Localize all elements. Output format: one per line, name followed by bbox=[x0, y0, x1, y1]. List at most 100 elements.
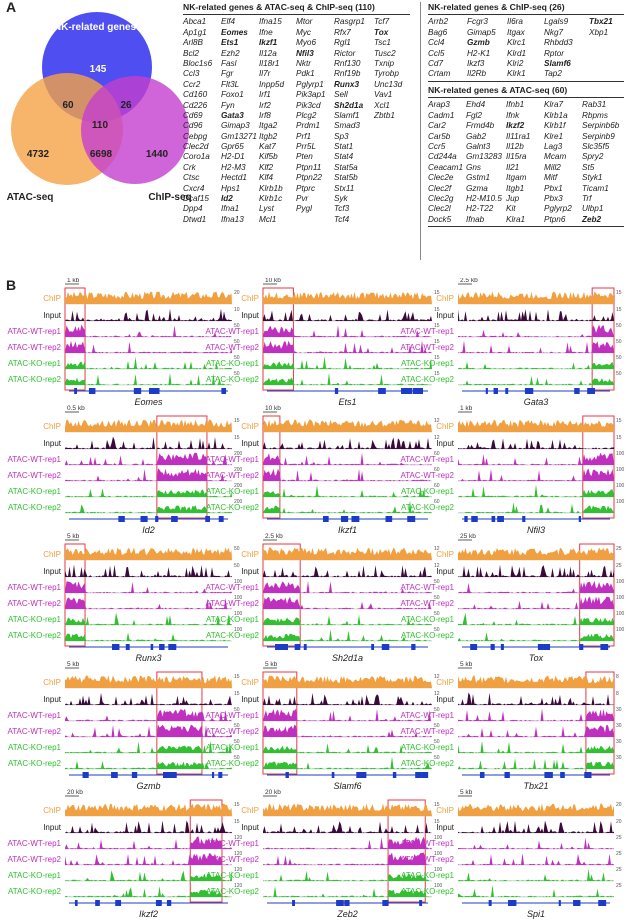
gene-exon bbox=[331, 772, 335, 778]
signal-track bbox=[65, 740, 232, 753]
gene-name: Sp3 bbox=[334, 131, 349, 141]
track-label: Input bbox=[43, 311, 62, 320]
track-max: 20 bbox=[616, 819, 622, 825]
gene-name: Tcf7 bbox=[374, 17, 390, 27]
gene-exon bbox=[281, 644, 288, 650]
genome-browser-tracks: 1 kbChIP20Input10ATAC-WT-rep150ATAC-WT-r… bbox=[8, 278, 625, 919]
track-max: 12 bbox=[434, 546, 440, 552]
gene-exon bbox=[415, 772, 422, 778]
track-label: ATAC-KO-rep1 bbox=[401, 615, 455, 624]
gene-name: Tyrobp bbox=[374, 69, 399, 79]
signal-track bbox=[65, 308, 232, 321]
signal-track bbox=[263, 886, 432, 897]
gene-exon bbox=[155, 900, 162, 906]
gene-name: Tap2 bbox=[544, 69, 562, 79]
gene-name: Rasgrp1 bbox=[334, 17, 365, 27]
gene-exon bbox=[340, 516, 347, 522]
gene-name: Arl8B bbox=[183, 38, 204, 48]
gene-name: Car2 bbox=[428, 121, 446, 131]
gene-name: Ccr5 bbox=[428, 141, 446, 151]
gene-name: Zbtb1 bbox=[374, 110, 395, 120]
track-label: ATAC-WT-rep1 bbox=[401, 583, 455, 592]
signal-track bbox=[263, 708, 432, 721]
gene-name: Tbx21 bbox=[589, 17, 613, 27]
track-max: 8 bbox=[616, 674, 619, 680]
track-max: 60 bbox=[434, 499, 440, 505]
gene-name: Cd69 bbox=[183, 110, 203, 120]
signal-track bbox=[458, 309, 614, 321]
track-label: ATAC-KO-rep1 bbox=[206, 615, 260, 624]
gene-name: Rnf130 bbox=[334, 58, 361, 68]
track-max: 100 bbox=[616, 483, 625, 489]
signal-track bbox=[263, 419, 432, 432]
gene-exon bbox=[148, 388, 157, 394]
scale-label: 1 kb bbox=[67, 278, 80, 284]
track-max: 15 bbox=[434, 355, 440, 361]
gene-name: Il12a bbox=[259, 48, 277, 58]
locus-slamf6: 5 kbChIP12Input12ATAC-WT-rep150ATAC-WT-r… bbox=[206, 661, 440, 791]
signal-track bbox=[458, 452, 614, 465]
signal-track bbox=[263, 836, 432, 849]
track-label: ATAC-KO-rep2 bbox=[401, 887, 455, 896]
track-label: Input bbox=[241, 439, 260, 448]
gene-exon bbox=[574, 388, 580, 394]
signal-track bbox=[263, 547, 432, 560]
gene-exon bbox=[407, 516, 416, 522]
track-label: Input bbox=[241, 311, 260, 320]
track-max: 15 bbox=[234, 691, 240, 697]
scale-label: 5 kb bbox=[460, 789, 473, 796]
gene-exon bbox=[111, 644, 117, 650]
gene-name: Ccr2 bbox=[183, 79, 201, 89]
signal-track bbox=[263, 756, 432, 769]
gene-label: Ikzf1 bbox=[338, 525, 357, 535]
gene-name: Pglyrp2 bbox=[544, 204, 572, 214]
gene-exon bbox=[493, 388, 498, 394]
table-all-column: Rasgrp1 Rfx7 Rgl1 Rictor Rnf130 Rnf19b Runx3 Se… bbox=[334, 17, 374, 225]
scale-label: 5 kb bbox=[460, 661, 473, 668]
signal-track bbox=[263, 580, 432, 593]
track-label: ATAC-WT-rep1 bbox=[206, 455, 260, 464]
gene-name: Nfil3 bbox=[296, 48, 314, 58]
locus-ets1: 10 kb ChIP 15 Input 15 ATAC-WT-rep1 15 ATAC-WT-… bbox=[206, 278, 440, 407]
gene-name: Ifna15 bbox=[259, 17, 282, 27]
track-max: 60 bbox=[434, 483, 440, 489]
track-label: ATAC-WT-rep2 bbox=[8, 343, 62, 352]
track-label: ATAC-WT-rep1 bbox=[206, 327, 260, 336]
signal-track bbox=[458, 361, 614, 369]
gene-name: Cadm1 bbox=[428, 110, 455, 120]
signal-track bbox=[458, 468, 614, 481]
track-label: ATAC-KO-rep2 bbox=[401, 631, 455, 640]
track-label: ATAC-WT-rep2 bbox=[206, 855, 260, 864]
gene-name: Gab2 bbox=[466, 131, 487, 141]
gene-name: Rnf19b bbox=[334, 69, 361, 79]
track-max: 25 bbox=[616, 883, 622, 889]
venn-diagram: NK-related genes ATAC-seq ChIP-seq 145 4… bbox=[7, 12, 192, 203]
gene-name: Itga2 bbox=[259, 121, 278, 131]
gene-name: Mill2 bbox=[544, 162, 561, 172]
gene-exon bbox=[598, 900, 607, 906]
gene-name: Crtam bbox=[428, 69, 451, 79]
track-label: ATAC-WT-rep2 bbox=[401, 471, 455, 480]
signal-track bbox=[65, 836, 232, 849]
scale-label: 25 kb bbox=[460, 533, 476, 540]
gene-name: Nktr bbox=[296, 58, 312, 68]
gene-name: Il15ra bbox=[506, 152, 527, 162]
track-max: 50 bbox=[616, 355, 622, 361]
gene-exon bbox=[206, 516, 211, 522]
gene-exon bbox=[573, 900, 581, 906]
gene-label: Spi1 bbox=[527, 909, 545, 919]
gene-name: Fcgr3 bbox=[467, 17, 488, 27]
track-max: 12 bbox=[434, 418, 440, 424]
signal-track bbox=[458, 868, 614, 881]
track-max: 50 bbox=[616, 339, 622, 345]
gene-exon bbox=[285, 772, 289, 778]
signal-track bbox=[458, 291, 614, 304]
signal-track bbox=[458, 596, 614, 609]
track-max: 25 bbox=[616, 563, 622, 569]
gene-name: H2-T22 bbox=[466, 204, 494, 214]
gene-exon bbox=[524, 388, 532, 394]
gene-name: Clec2d bbox=[183, 142, 209, 152]
gene-name: Runx3 bbox=[334, 79, 360, 89]
signal-track bbox=[458, 820, 614, 833]
gene-exon bbox=[384, 900, 389, 906]
